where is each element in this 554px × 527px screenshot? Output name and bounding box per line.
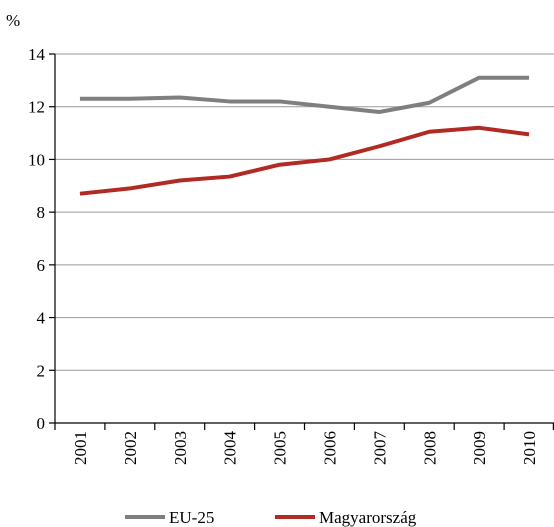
x-tick-label: 2005 bbox=[271, 431, 290, 465]
x-tick-label: 2010 bbox=[520, 431, 539, 465]
series-line bbox=[79, 75, 530, 114]
y-axis-label: % bbox=[6, 11, 20, 30]
x-tick-label: 2004 bbox=[221, 431, 240, 466]
y-tick-label: 8 bbox=[37, 203, 46, 222]
x-tick-label: 2006 bbox=[320, 431, 339, 465]
x-tick-label: 2001 bbox=[71, 431, 90, 465]
x-tick-label: 2002 bbox=[121, 431, 140, 465]
legend-label: Magyarország bbox=[319, 508, 417, 527]
y-tick-label: 10 bbox=[28, 150, 45, 169]
series-line bbox=[79, 125, 530, 196]
y-tick-label: 4 bbox=[37, 309, 46, 328]
x-tick-label: 2008 bbox=[420, 431, 439, 465]
legend-label: EU-25 bbox=[169, 508, 214, 527]
y-tick-label: 12 bbox=[28, 98, 45, 117]
x-tick-label: 2003 bbox=[171, 431, 190, 465]
y-tick-label: 14 bbox=[28, 45, 46, 64]
y-tick-label: 6 bbox=[37, 256, 46, 275]
x-tick-label: 2007 bbox=[370, 431, 389, 466]
x-tick-label: 2009 bbox=[470, 431, 489, 465]
y-tick-label: 0 bbox=[37, 414, 46, 433]
y-tick-label: 2 bbox=[37, 361, 46, 380]
